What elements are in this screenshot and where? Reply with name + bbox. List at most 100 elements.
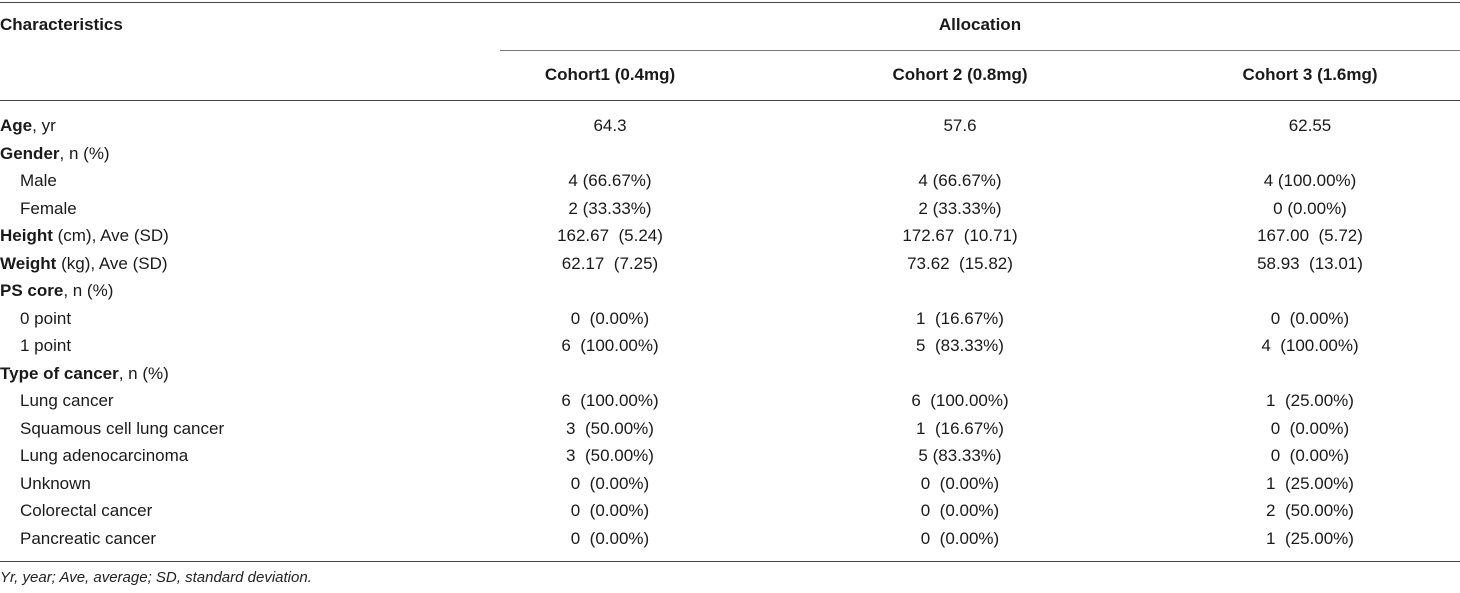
cell-cohort-3: 167.00 (5.72) bbox=[1257, 226, 1363, 245]
cell-cohort-1: 64.3 bbox=[593, 116, 627, 135]
cell-cohort-1: 6 (100.00%) bbox=[561, 336, 659, 355]
cell-cohort-3: 1 (25.00%) bbox=[1266, 528, 1354, 548]
cell-cohort-1: 6 (100.00%) bbox=[561, 391, 659, 410]
table-row: Gender, n (%) bbox=[0, 144, 1460, 171]
table-row: Pancreatic cancer 0 (0.00%) 0 (0.00%) 1 (25… bbox=[0, 529, 1460, 556]
cell-cohort-3: 58.93 (13.01) bbox=[1257, 253, 1363, 273]
table-row: 1 point 6 (100.00%) 5 (83.33%) 4 (100.00%) bbox=[0, 336, 1460, 363]
row-label-text: (cm), Ave (SD) bbox=[52, 226, 169, 245]
cell-cohort-1: 3 (50.00%) bbox=[566, 418, 654, 438]
row-label-bold: Type of cancer bbox=[0, 363, 119, 383]
cell-cohort-3: 0 (0.00%) bbox=[1270, 308, 1350, 328]
header-cohort-1: Cohort1 (0.4mg) bbox=[544, 65, 676, 84]
row-label: Height (cm), Ave (SD) bbox=[0, 226, 169, 246]
allocation-rule bbox=[500, 50, 1460, 51]
table-row: Weight (kg), Ave (SD) 62.17 (7.25) 73.62 (… bbox=[0, 254, 1460, 281]
row-label: PS core, n (%) bbox=[0, 281, 113, 301]
row-label: Lung cancer bbox=[20, 391, 114, 411]
row-label-text: Colorectal cancer bbox=[20, 501, 153, 520]
row-label: Pancreatic cancer bbox=[20, 529, 156, 549]
table-footnote: Yr, year; Ave, average; SD, standard dev… bbox=[0, 569, 312, 586]
cell-cohort-2: 73.62 (15.82) bbox=[907, 253, 1013, 273]
row-label-text: Female bbox=[20, 198, 77, 218]
row-label: Unknown bbox=[20, 474, 91, 494]
row-label: Male bbox=[20, 171, 57, 191]
table-row: Type of cancer, n (%) bbox=[0, 364, 1460, 391]
table-row: Female 2 (33.33%) 2 (33.33%) 0 (0.00%) bbox=[0, 199, 1460, 226]
table-row: Unknown 0 (0.00%) 0 (0.00%) 1 (25.00%) bbox=[0, 474, 1460, 501]
cell-cohort-3: 4 (100.00%) bbox=[1261, 336, 1359, 355]
table-row: Age, yr 64.3 57.6 62.55 bbox=[0, 116, 1460, 143]
row-label: Type of cancer, n (%) bbox=[0, 364, 169, 384]
row-label: Weight (kg), Ave (SD) bbox=[0, 254, 168, 274]
table-row: Squamous cell lung cancer 3 (50.00%) 1 (16… bbox=[0, 419, 1460, 446]
table-row: Colorectal cancer 0 (0.00%) 0 (0.00%) 2 (50… bbox=[0, 501, 1460, 528]
cell-cohort-3: 1 (25.00%) bbox=[1266, 391, 1354, 410]
row-label-text: Lung adenocarcinoma bbox=[20, 446, 189, 465]
cell-cohort-2: 2 (33.33%) bbox=[918, 198, 1002, 218]
cell-cohort-2: 0 (0.00%) bbox=[920, 501, 1000, 520]
row-label-bold: Weight bbox=[0, 253, 57, 273]
table-row: Male 4 (66.67%) 4 (66.67%) 4 (100.00%) bbox=[0, 171, 1460, 198]
cell-cohort-3: 62.55 bbox=[1288, 116, 1332, 135]
row-label-text: 1 point bbox=[20, 336, 72, 355]
row-label: Colorectal cancer bbox=[20, 501, 152, 521]
cell-cohort-1: 3 (50.00%) bbox=[566, 446, 654, 465]
cell-cohort-3: 2 (50.00%) bbox=[1266, 501, 1354, 520]
table-row: Lung adenocarcinoma 3 (50.00%) 5 (83.33%) 0… bbox=[0, 446, 1460, 473]
row-label-text: , n (%) bbox=[118, 363, 169, 383]
cell-cohort-1: 0 (0.00%) bbox=[570, 308, 650, 328]
row-label-text: Pancreatic cancer bbox=[20, 528, 157, 548]
cell-cohort-1: 162.67 (5.24) bbox=[557, 226, 663, 245]
row-label-bold: Height bbox=[0, 226, 53, 245]
row-label-bold: PS core bbox=[0, 281, 64, 300]
bottom-rule bbox=[0, 561, 1460, 562]
cell-cohort-2: 6 (100.00%) bbox=[911, 391, 1009, 410]
header-characteristics: Characteristics bbox=[0, 15, 123, 34]
cell-cohort-2: 0 (0.00%) bbox=[920, 528, 1000, 548]
row-label-text: , yr bbox=[32, 116, 56, 135]
cell-cohort-2: 5 (83.33%) bbox=[918, 446, 1002, 465]
header-cohort-2: Cohort 2 (0.8mg) bbox=[892, 65, 1028, 84]
row-label-text: , n (%) bbox=[59, 143, 110, 163]
table-row: Height (cm), Ave (SD) 162.67 (5.24) 172.67… bbox=[0, 226, 1460, 253]
row-label: Squamous cell lung cancer bbox=[20, 419, 224, 439]
cell-cohort-1: 4 (66.67%) bbox=[568, 171, 652, 190]
row-label: Age, yr bbox=[0, 116, 56, 136]
row-label-bold: Gender bbox=[0, 143, 60, 163]
cell-cohort-2: 0 (0.00%) bbox=[920, 473, 1000, 493]
cell-cohort-3: 0 (0.00%) bbox=[1273, 198, 1347, 218]
cell-cohort-3: 4 (100.00%) bbox=[1263, 171, 1357, 190]
row-label: 0 point bbox=[20, 309, 71, 329]
row-label-text: Male bbox=[20, 171, 57, 190]
row-label-text: Unknown bbox=[20, 473, 91, 493]
row-label: Female bbox=[20, 199, 77, 219]
cell-cohort-2: 5 (83.33%) bbox=[916, 336, 1004, 355]
cell-cohort-3: 0 (0.00%) bbox=[1270, 418, 1350, 438]
table-row: PS core, n (%) bbox=[0, 281, 1460, 308]
row-label-bold: Age bbox=[0, 116, 33, 135]
row-label-text: (kg), Ave (SD) bbox=[56, 253, 168, 273]
row-label: Lung adenocarcinoma bbox=[20, 446, 188, 466]
row-label: Gender, n (%) bbox=[0, 144, 110, 164]
cell-cohort-1: 2 (33.33%) bbox=[568, 198, 652, 218]
cell-cohort-2: 1 (16.67%) bbox=[916, 418, 1004, 438]
top-rule bbox=[0, 2, 1460, 3]
row-label-text: Lung cancer bbox=[20, 391, 114, 410]
cell-cohort-2: 1 (16.67%) bbox=[916, 308, 1004, 328]
table-row: 0 point 0 (0.00%) 1 (16.67%) 0 (0.00%) bbox=[0, 309, 1460, 336]
cell-cohort-3: 0 (0.00%) bbox=[1270, 446, 1350, 465]
cell-cohort-3: 1 (25.00%) bbox=[1266, 473, 1354, 493]
table-row: Lung cancer 6 (100.00%) 6 (100.00%) 1 (25.0… bbox=[0, 391, 1460, 418]
cell-cohort-2: 57.6 bbox=[943, 116, 977, 135]
row-label-text: , n (%) bbox=[63, 281, 114, 300]
cell-cohort-1: 62.17 (7.25) bbox=[561, 253, 659, 273]
row-label: 1 point bbox=[20, 336, 71, 356]
row-label-text: 0 point bbox=[20, 308, 72, 328]
cell-cohort-2: 4 (66.67%) bbox=[918, 171, 1002, 190]
row-label-text: Squamous cell lung cancer bbox=[20, 418, 225, 438]
cell-cohort-1: 0 (0.00%) bbox=[570, 528, 650, 548]
cell-cohort-1: 0 (0.00%) bbox=[570, 473, 650, 493]
header-allocation: Allocation bbox=[938, 15, 1022, 34]
cell-cohort-1: 0 (0.00%) bbox=[570, 501, 650, 520]
